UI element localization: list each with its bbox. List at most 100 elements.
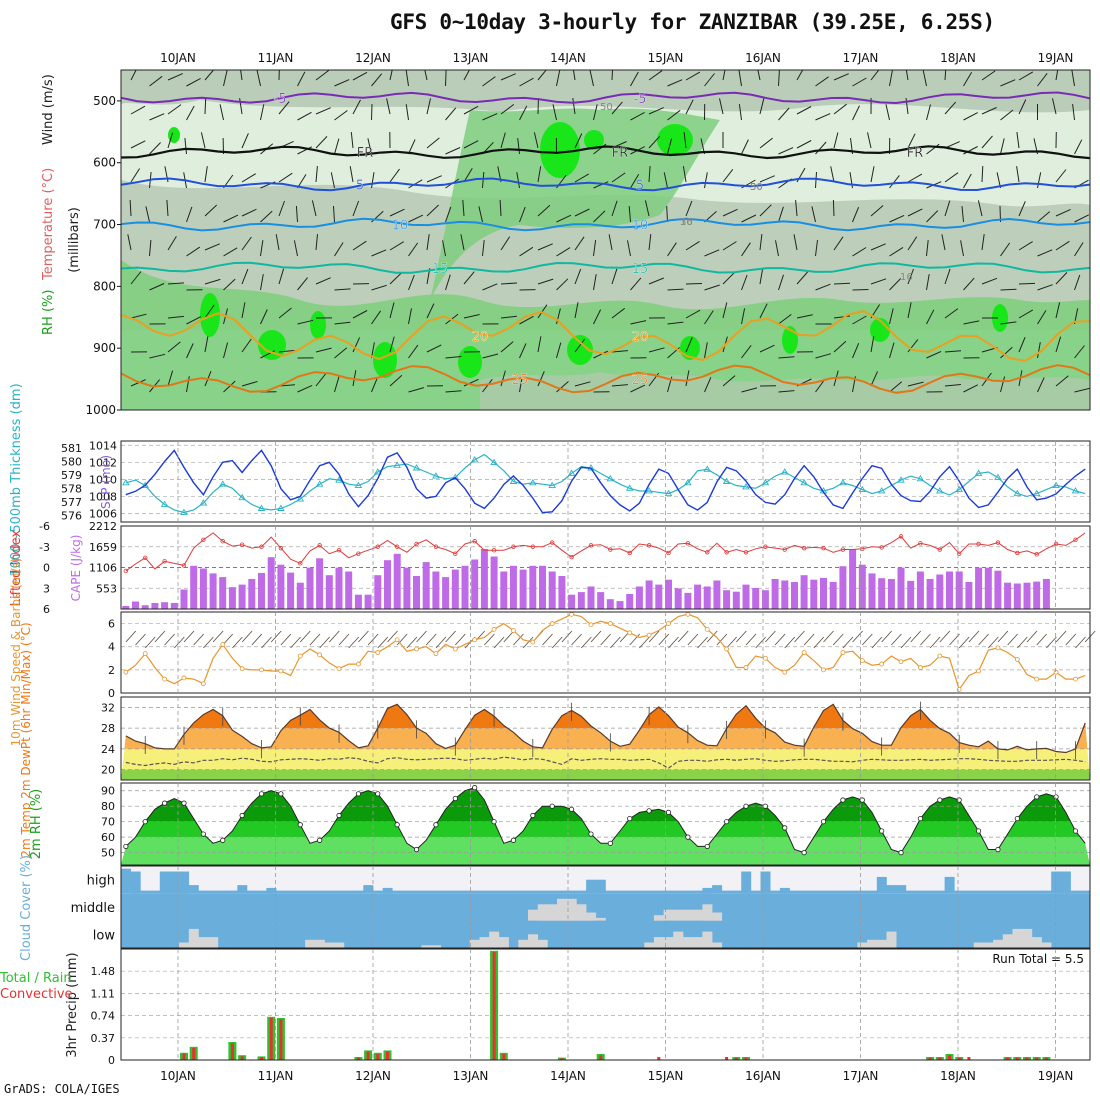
- upper-wind-barb: [593, 181, 609, 189]
- cape-bar: [170, 603, 178, 609]
- upper-wind-barb: [500, 315, 517, 319]
- rh-point: [607, 840, 613, 846]
- wind-barb: [610, 636, 621, 649]
- upper-wind-barb: [685, 240, 700, 251]
- upper-wind-barb: [704, 284, 720, 291]
- cape-bar: [597, 592, 605, 609]
- upper-wind-barb: [537, 278, 554, 285]
- temp-ylabel-group: 2m Temp 2m DewPt (6hr Min/Max) (°C): [19, 622, 33, 857]
- upper-wind-barb: [663, 172, 668, 189]
- upper-wind-barb: [907, 381, 924, 387]
- lifted-index-point: [918, 541, 923, 546]
- upper-wind-barb: [240, 70, 243, 81]
- cape-bar: [199, 568, 207, 609]
- cloud-bar-high: [537, 890, 548, 894]
- isotherm-label: 10: [392, 219, 409, 234]
- instability-panel: 553 1106 1659 2212 -6 -3 0 3 6: [39, 520, 1090, 616]
- wind-speed-point: [898, 659, 904, 665]
- wind-barb: [706, 630, 718, 643]
- upper-wind-barb: [981, 277, 998, 285]
- upper-wind-barb: [1074, 345, 1085, 359]
- upper-wind-barb: [315, 70, 330, 81]
- lifted-index-point: [608, 547, 613, 552]
- upper-wind-barb: [667, 288, 684, 291]
- upper-wind-barb: [722, 208, 738, 217]
- temp-tick: 32: [101, 701, 115, 714]
- date-tick-bottom: 15JAN: [648, 1069, 684, 1083]
- upper-wind-barb: [371, 284, 387, 291]
- cape-bar: [800, 575, 808, 609]
- precip-conv-bar: [240, 1056, 244, 1060]
- wind-barb: [290, 636, 301, 649]
- wind-barb: [193, 633, 204, 646]
- upper-wind-barb: [963, 277, 975, 291]
- upper-wind-barb: [297, 111, 312, 121]
- cloud-bar-low: [198, 937, 209, 948]
- cloud-bar-middle: [702, 904, 713, 921]
- rh-point: [820, 819, 827, 825]
- temp-band: [121, 704, 1090, 729]
- isotherm-label: -5: [634, 92, 647, 107]
- upper-wind-barb: [315, 107, 331, 115]
- cloud-bar-high: [1031, 890, 1042, 894]
- cape-bar: [1004, 582, 1012, 609]
- cloud-bar-high: [498, 890, 509, 894]
- date-tick-top: 11JAN: [258, 51, 294, 65]
- isotherm-line: [121, 217, 1090, 232]
- cape-bar: [384, 560, 391, 609]
- upper-wind-barb: [1000, 288, 1017, 291]
- upper-wind-barb: [334, 347, 348, 359]
- wind-barb: [445, 630, 456, 643]
- cloud-bar-high: [421, 890, 432, 894]
- wind-barb: [542, 633, 553, 646]
- cloud-bar-middle: [692, 909, 703, 921]
- wind-speed-point: [452, 646, 458, 652]
- upper-wind-barb: [278, 268, 285, 285]
- wind-speed-point: [530, 639, 536, 645]
- date-tick-top: 19JAN: [1038, 51, 1074, 65]
- isotherm-label: 15: [632, 262, 649, 277]
- upper-wind-barb: [867, 132, 872, 149]
- upper-wind-barb: [963, 146, 978, 155]
- cloud-bar-low: [886, 931, 897, 948]
- wind-speed-point: [375, 650, 381, 655]
- rh-point: [278, 791, 284, 797]
- isotherm-line: [121, 91, 1090, 105]
- upper-wind-barb: [241, 268, 249, 285]
- cloud-bar-low: [537, 939, 548, 948]
- wind-speed-point: [704, 626, 710, 632]
- cape-bar: [1013, 583, 1021, 609]
- upper-wind-barb: [426, 234, 430, 251]
- upper-wind-barb: [500, 282, 518, 285]
- cape-bar: [1042, 579, 1050, 609]
- cloud-bar-middle: [586, 912, 597, 921]
- lifted-index-point: [646, 543, 652, 548]
- wind-speed-point: [181, 675, 187, 681]
- thickness-point: [722, 477, 731, 484]
- upper-wind-barb: [981, 107, 997, 115]
- upper-wind-barb: [389, 208, 405, 217]
- wind-barb: [765, 630, 776, 643]
- upper-wind-barb: [426, 204, 439, 217]
- wind10m-panel: 0 2 4 6: [108, 611, 1096, 700]
- cloud-bar-low: [653, 937, 664, 948]
- thickness-point: [606, 474, 615, 482]
- cloud-bar-high: [595, 879, 606, 894]
- upper-wind-barb: [852, 105, 860, 121]
- cape-bar: [907, 580, 915, 609]
- thickness-point: [955, 485, 963, 493]
- upper-wind-barb: [519, 343, 527, 359]
- cloud-bar-high: [188, 885, 199, 894]
- cloud-bar-high: [159, 871, 170, 894]
- upper-wind-barb: [815, 240, 818, 257]
- wind-barb: [329, 630, 340, 643]
- upper-wind-barb: [832, 199, 835, 217]
- rh-tick: 60: [101, 831, 115, 844]
- pressure-tick: 500: [93, 94, 116, 108]
- upper-wind-barb: [278, 172, 293, 183]
- cloud-bar-high: [605, 890, 616, 894]
- upper-wind-barb: [574, 236, 585, 251]
- thickness-point: [703, 465, 712, 472]
- wind-speed-point: [472, 637, 478, 643]
- upper-wind-barb: [167, 315, 184, 319]
